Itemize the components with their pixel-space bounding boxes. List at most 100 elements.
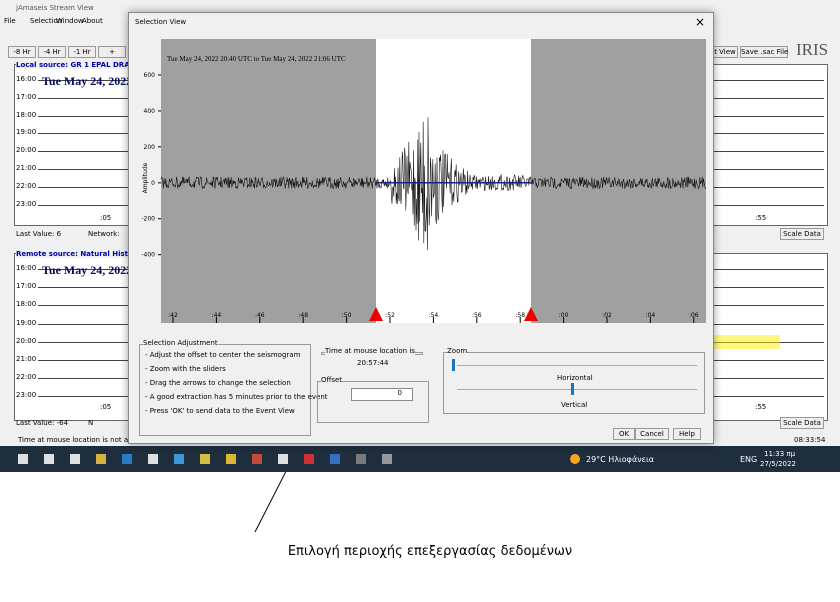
slider-label: Horizontal (557, 374, 593, 382)
date-label: Tue May 24, 2022 (42, 74, 133, 88)
slider-thumb[interactable] (571, 383, 574, 395)
weather-icon (570, 454, 580, 464)
taskbar-icon[interactable] (96, 454, 106, 464)
taskbar-icon[interactable] (330, 454, 340, 464)
row-label: 21:00 (16, 355, 37, 363)
y-tick-label: -200 (141, 216, 155, 223)
taskbar-icon[interactable] (278, 454, 288, 464)
window-title: jAmaseis Stream View (16, 4, 94, 12)
minute-label: :05 (100, 403, 112, 411)
taskbar-icon[interactable] (226, 454, 236, 464)
selection-handle (524, 307, 538, 321)
clock-time: 11:33 πμ (764, 450, 796, 458)
x-tick-label: :44 (212, 312, 222, 319)
toolbar-button[interactable]: Save .sac File (740, 46, 789, 58)
y-axis-label: Amplitude (142, 162, 149, 193)
network-label: Network: (88, 230, 120, 238)
offset-input[interactable]: 0 (351, 388, 413, 401)
date-label: Tue May 24, 2022 (42, 263, 133, 277)
row-label: 18:00 (16, 110, 37, 119)
selection-handle (369, 307, 383, 321)
row-label: 19:00 (16, 318, 37, 327)
row-label: 16:00 (16, 75, 37, 83)
network-label: N (88, 419, 94, 427)
y-tick-label: -400 (141, 252, 155, 259)
x-tick-label: :02 (602, 312, 612, 319)
menu-item[interactable]: Selection (30, 17, 63, 25)
x-tick-label: :46 (255, 312, 265, 319)
group-legend: Zoom (447, 347, 468, 355)
slider-track (457, 365, 697, 366)
seismogram (160, 117, 706, 251)
toolbar-button[interactable]: -1 Hr (68, 46, 96, 58)
dialog-button[interactable]: OK (613, 428, 635, 440)
group-legend: Selection Adjustment (143, 339, 218, 347)
menu-item[interactable]: About (82, 17, 103, 25)
x-tick-label: :54 (429, 312, 439, 319)
plot-title: Tue May 24, 2022 20:40 UTC to Tue May 24… (167, 55, 346, 63)
scale-button[interactable]: Scale Data (780, 417, 824, 429)
x-tick-label: :00 (559, 312, 569, 319)
toolbar-button[interactable]: t View (712, 46, 738, 58)
taskbar-icon[interactable] (18, 454, 28, 464)
y-tick-label: 0 (151, 180, 155, 187)
toolbar-button[interactable]: -8 Hr (8, 46, 36, 58)
close-button[interactable]: × (695, 15, 706, 29)
taskbar-icon[interactable] (252, 454, 262, 464)
x-tick-label: :06 (689, 312, 699, 319)
x-tick-label: :50 (342, 312, 352, 319)
logo: IRIS (796, 40, 829, 59)
row-label: 20:00 (16, 336, 37, 345)
row-label: 22:00 (16, 373, 37, 382)
row-label: 19:00 (16, 128, 37, 137)
y-tick-label: 400 (144, 108, 156, 115)
dialog: Selection View × 600 400 200 0 -200 -400 :42 :44:… (128, 12, 714, 444)
row-label: 21:00 (16, 164, 37, 172)
offset-group (317, 381, 429, 423)
caption: Επιλογή περιοχής επεξεργασίας δεδομένων (287, 544, 573, 559)
taskbar-icon[interactable] (148, 454, 158, 464)
taskbar: 29°C Ηλιοφάνεια ENG 11:33 πμ 27/5/2022 (0, 446, 840, 472)
row-label: 18:00 (16, 300, 37, 309)
taskbar-icon[interactable] (356, 454, 366, 464)
instruction: - A good extraction has 5 minutes prior … (145, 393, 328, 401)
slider-track (457, 389, 697, 390)
toolbar-button[interactable]: + (98, 46, 126, 58)
y-tick-label: 200 (144, 144, 156, 151)
taskbar-icon[interactable] (44, 454, 54, 464)
slider-thumb[interactable] (452, 359, 455, 371)
row-label: 17:00 (16, 282, 37, 291)
zoom-group (443, 352, 705, 414)
instruction: - Drag the arrows to change the selectio… (145, 379, 291, 387)
menu-item[interactable]: Window (56, 17, 84, 25)
menu-item[interactable]: File (4, 17, 16, 25)
minute-label: :55 (755, 403, 767, 411)
taskbar-icon[interactable] (200, 454, 210, 464)
dialog-title: Selection View (135, 18, 187, 26)
dialog-button[interactable]: Cancel (635, 428, 669, 440)
language: ENG (740, 455, 758, 464)
group-legend: Offset (321, 376, 343, 384)
adjustment-group (139, 344, 311, 436)
y-tick-label: 600 (144, 72, 156, 79)
toolbar-button[interactable]: -4 Hr (38, 46, 66, 58)
row-label: 23:00 (16, 391, 37, 400)
clock-date: 27/5/2022 (760, 460, 796, 468)
taskbar-icon[interactable] (304, 454, 314, 464)
highlight (712, 334, 780, 349)
taskbar-icon[interactable] (174, 454, 184, 464)
panel-title: Local source: GR 1 EPAL DRAMAS (16, 61, 148, 69)
scale-button[interactable]: Scale Data (780, 228, 824, 240)
taskbar-icon[interactable] (70, 454, 80, 464)
status-time: 08:33:54 (794, 436, 826, 444)
weather: 29°C Ηλιοφάνεια (586, 455, 654, 464)
x-tick-label: :42 (168, 312, 178, 319)
minute-label: :05 (100, 214, 112, 222)
dialog-button[interactable]: Help (673, 428, 701, 440)
last-value: Last Value: -64 (16, 419, 69, 427)
taskbar-icon[interactable] (122, 454, 132, 464)
x-tick-label: :58 (515, 312, 525, 319)
taskbar-icon[interactable] (382, 454, 392, 464)
unselected-region (161, 39, 376, 323)
